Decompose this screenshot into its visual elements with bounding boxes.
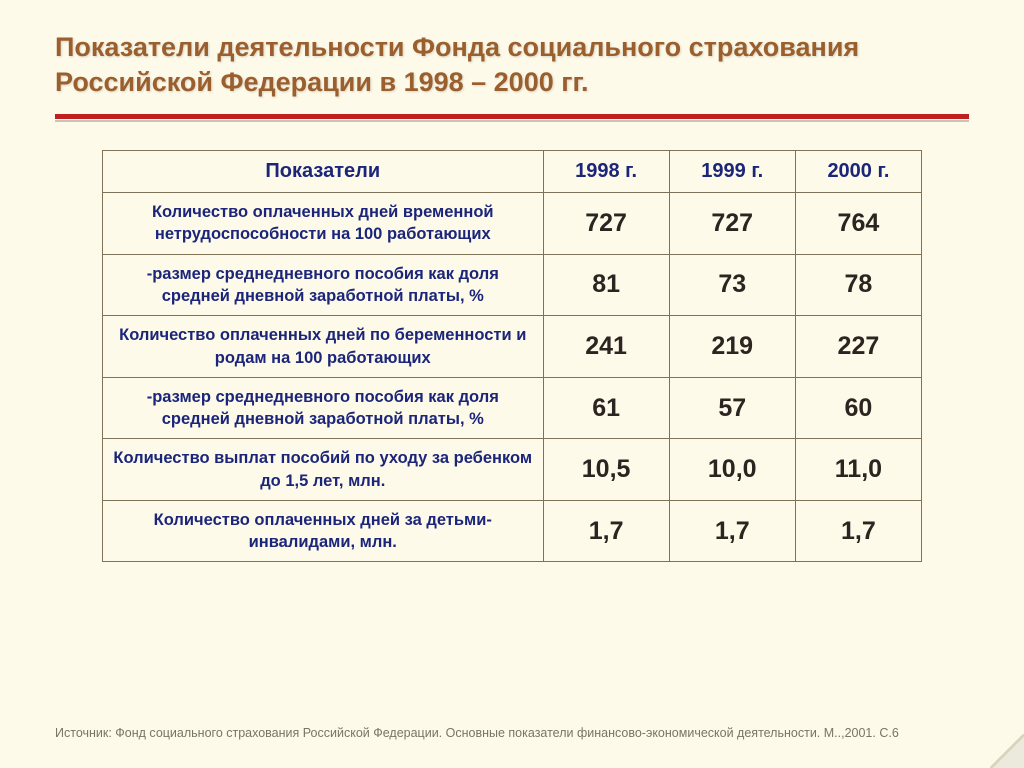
cell-value: 81 [543,254,669,316]
table-row: Количество оплаченных дней временной нет… [103,193,922,255]
cell-value: 1,7 [543,500,669,562]
indicator-label: Количество оплаченных дней за детьми-инв… [103,500,544,562]
table-header-row: Показатели 1998 г. 1999 г. 2000 г. [103,151,922,193]
table-row: Количество оплаченных дней за детьми-инв… [103,500,922,562]
cell-value: 11,0 [795,439,921,501]
rule-red [55,114,969,119]
cell-value: 61 [543,377,669,439]
page-title: Показатели деятельности Фонда социальног… [55,30,969,100]
rule-grey [55,120,969,122]
indicator-label: -размер среднедневного пособия как доля … [103,254,544,316]
cell-value: 78 [795,254,921,316]
cell-value: 60 [795,377,921,439]
table-wrap: Показатели 1998 г. 1999 г. 2000 г. Колич… [55,150,969,562]
cell-value: 1,7 [669,500,795,562]
col-header-indicators: Показатели [103,151,544,193]
slide: Показатели деятельности Фонда социальног… [0,0,1024,768]
cell-value: 73 [669,254,795,316]
cell-value: 727 [669,193,795,255]
cell-value: 10,0 [669,439,795,501]
table-row: -размер среднедневного пособия как доля … [103,254,922,316]
cell-value: 219 [669,316,795,378]
cell-value: 764 [795,193,921,255]
col-header-1999: 1999 г. [669,151,795,193]
col-header-2000: 2000 г. [795,151,921,193]
cell-value: 241 [543,316,669,378]
table-row: Количество оплаченных дней по беременнос… [103,316,922,378]
source-note: Источник: Фонд социального страхования Р… [55,725,969,742]
cell-value: 1,7 [795,500,921,562]
cell-value: 57 [669,377,795,439]
cell-value: 727 [543,193,669,255]
indicator-label: -размер среднедневного пособия как доля … [103,377,544,439]
indicators-table: Показатели 1998 г. 1999 г. 2000 г. Колич… [102,150,922,562]
table-row: -размер среднедневного пособия как доля … [103,377,922,439]
page-curl-icon [990,734,1024,768]
cell-value: 227 [795,316,921,378]
cell-value: 10,5 [543,439,669,501]
indicator-label: Количество выплат пособий по уходу за ре… [103,439,544,501]
indicator-label: Количество оплаченных дней временной нет… [103,193,544,255]
indicator-label: Количество оплаченных дней по беременнос… [103,316,544,378]
divider [55,114,969,122]
table-row: Количество выплат пособий по уходу за ре… [103,439,922,501]
col-header-1998: 1998 г. [543,151,669,193]
